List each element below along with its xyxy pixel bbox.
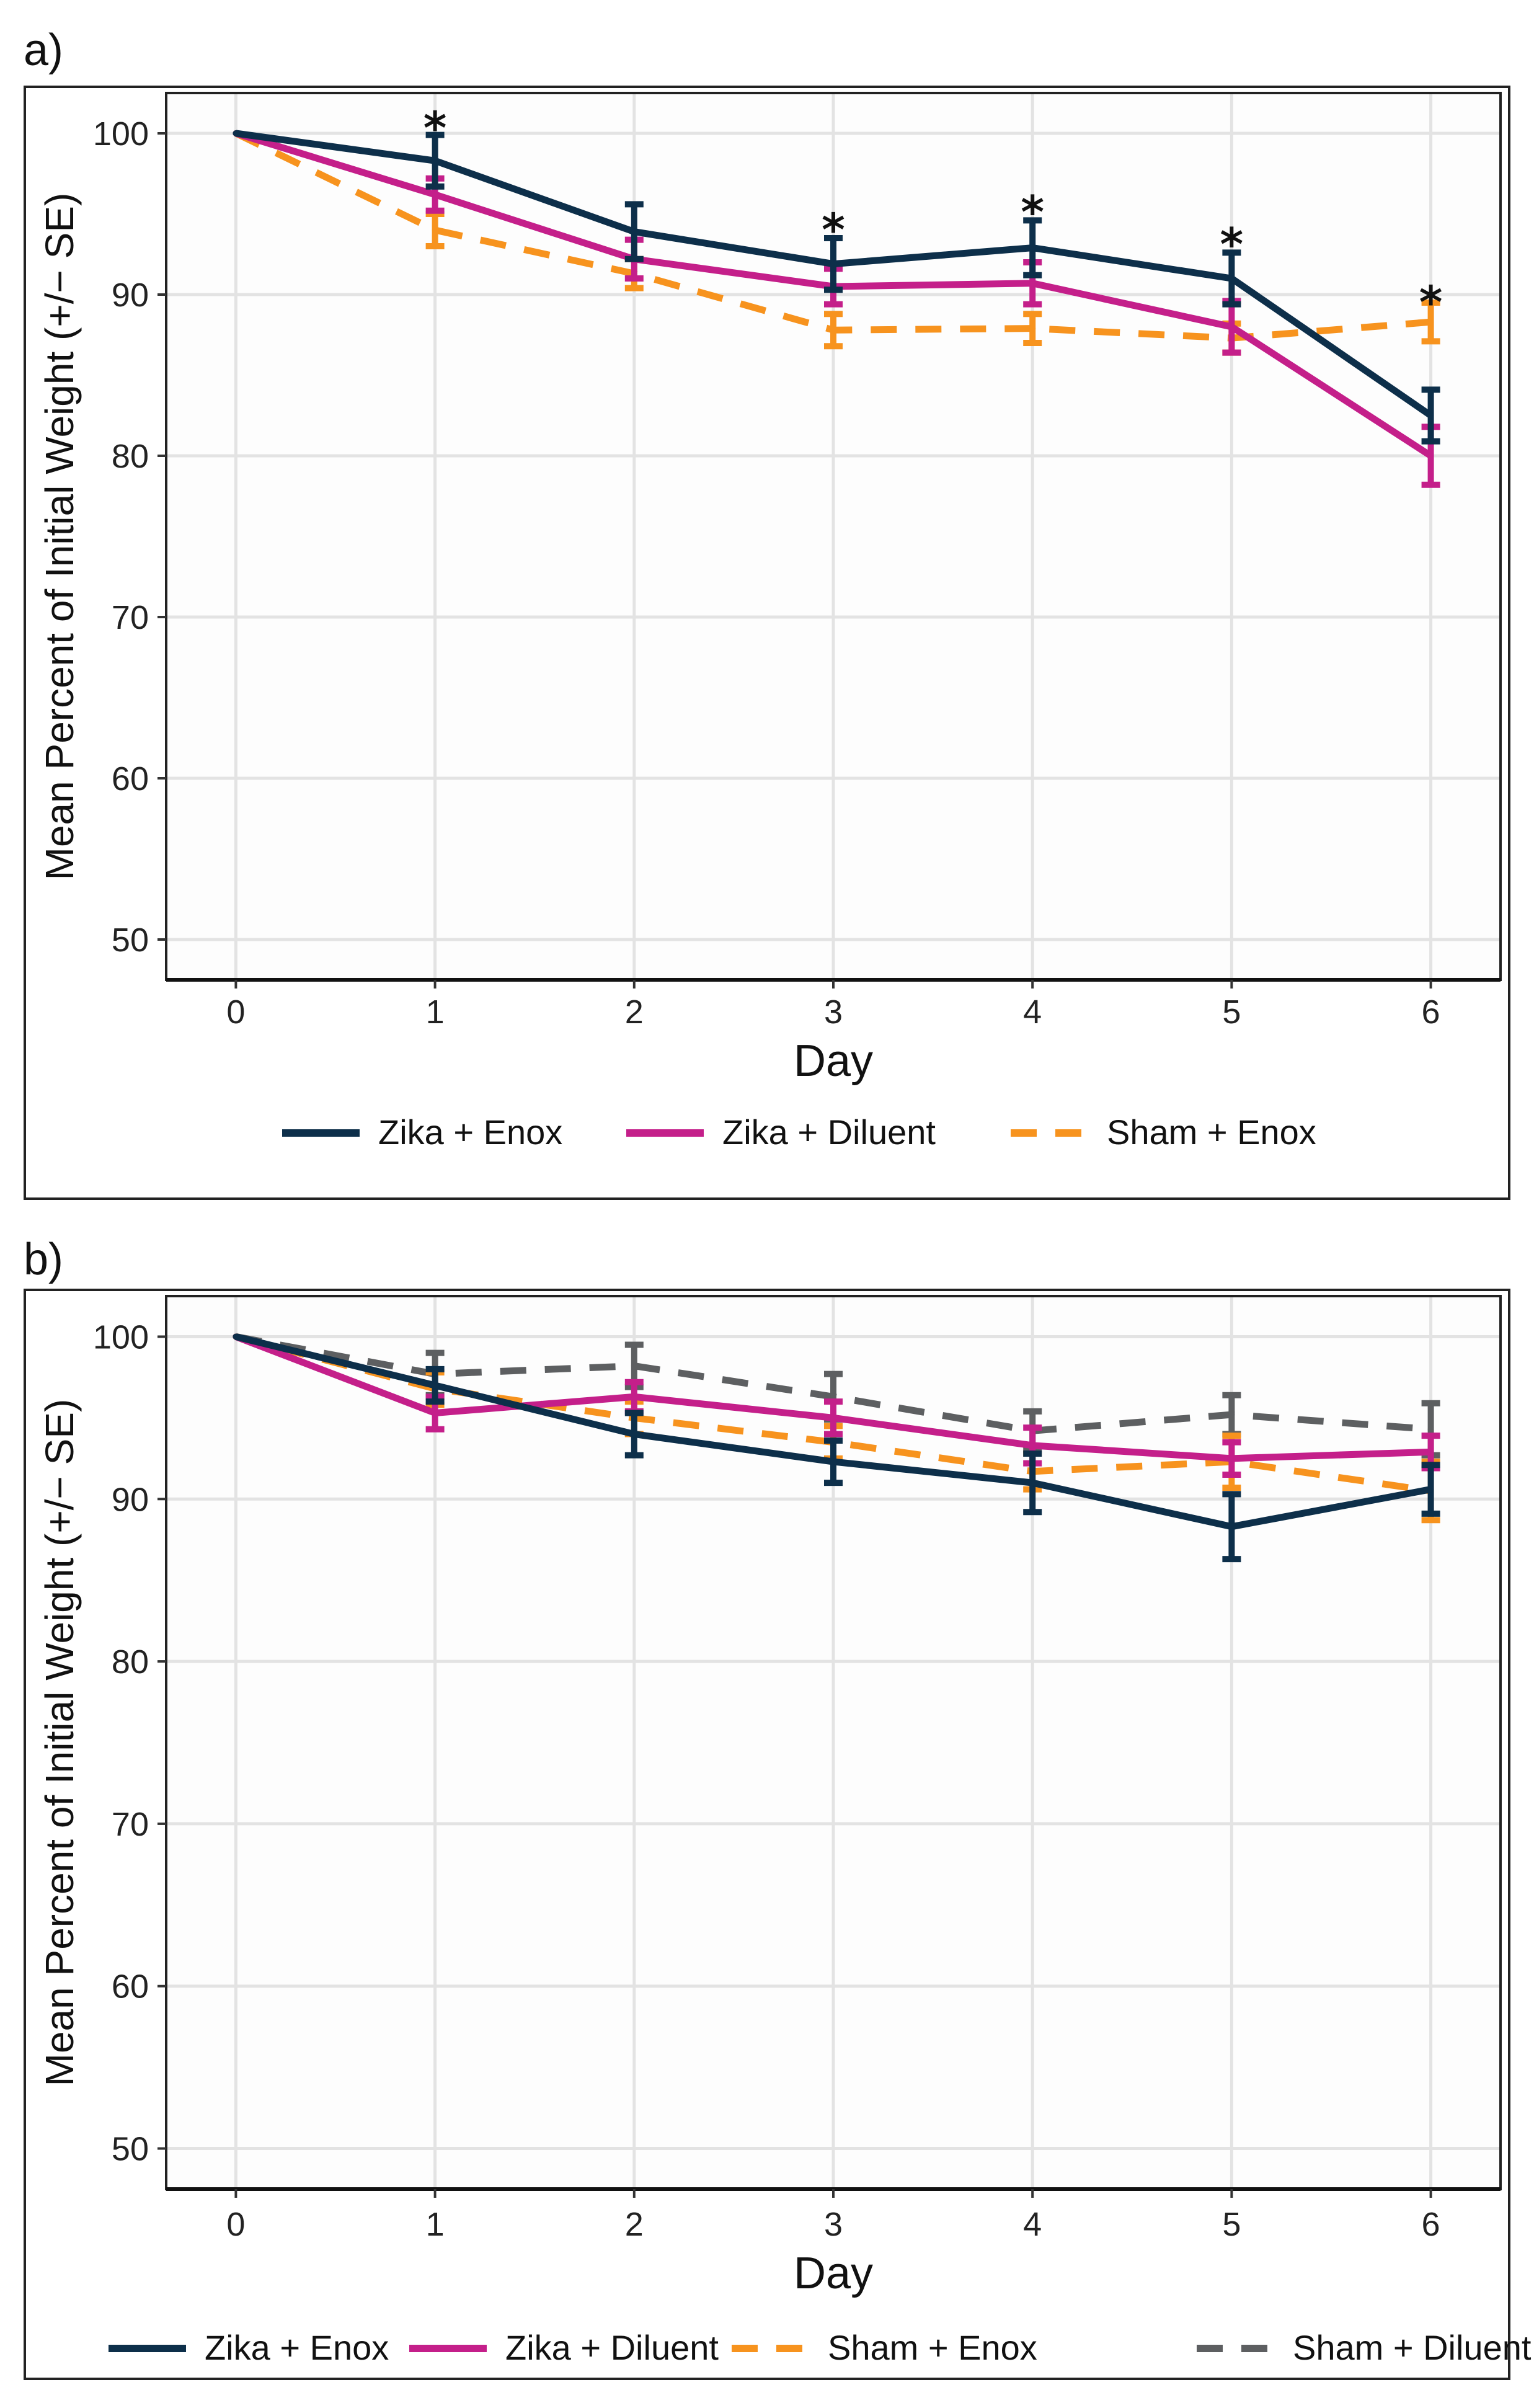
x-tick-label: 1 <box>426 993 445 1031</box>
data-point <box>631 1362 637 1369</box>
x-tick-label: 0 <box>226 2206 245 2243</box>
data-point <box>1029 1442 1036 1449</box>
chart-panel-a: 50 60 70 80 90 100 0 1 2 3 4 5 6 Day Mean Percent of I… <box>37 92 1502 1152</box>
legend-label: Sham + Enox <box>1107 1113 1316 1152</box>
data-point <box>1427 412 1434 419</box>
data-point <box>631 1431 637 1437</box>
data-point <box>1427 319 1434 326</box>
x-tick-label: 3 <box>824 2206 843 2243</box>
x-tick-label: 1 <box>426 2206 445 2243</box>
data-point <box>432 191 438 198</box>
significance-star: * <box>822 203 845 255</box>
data-point <box>432 158 438 164</box>
data-point <box>1427 453 1434 459</box>
significance-star: * <box>1220 218 1244 270</box>
y-tick-label: 100 <box>93 115 149 153</box>
legend-label: Sham + Diluent <box>1293 2328 1532 2367</box>
legend: Zika + Enox Zika + Diluent Sham + Enox <box>282 1113 1316 1152</box>
data-point <box>432 227 438 233</box>
x-tick-label: 2 <box>625 2206 644 2243</box>
x-tick-label: 5 <box>1222 993 1241 1031</box>
y-tick-label: 70 <box>112 1806 149 1843</box>
x-tick-label: 3 <box>824 993 843 1031</box>
y-tick-label: 90 <box>112 1481 149 1518</box>
x-axis-title: Day <box>794 2249 873 2298</box>
data-point <box>830 327 836 334</box>
panel-label-a: a) <box>24 25 64 75</box>
x-tick-label: 6 <box>1422 993 1440 1031</box>
data-point <box>1228 1411 1235 1418</box>
data-point <box>1029 244 1036 251</box>
x-tick-label: 6 <box>1422 2206 1440 2243</box>
data-point <box>233 130 239 136</box>
data-point <box>432 1382 438 1388</box>
legend-label: Zika + Diluent <box>505 2328 719 2367</box>
data-point <box>1427 1426 1434 1433</box>
data-point <box>1228 1523 1235 1530</box>
y-tick-label: 100 <box>93 1318 149 1356</box>
data-point <box>1029 280 1036 287</box>
data-point <box>1228 324 1235 330</box>
y-tick-label: 90 <box>112 277 149 314</box>
significance-star: * <box>1419 276 1443 328</box>
y-axis-title: Mean Percent of Initial Weight (+/− SE) <box>37 1399 82 2087</box>
legend: Zika + Enox Zika + Diluent Sham + Enox Sham… <box>109 2328 1532 2367</box>
series-zika-enox <box>233 1333 1440 1563</box>
y-tick-label: 60 <box>112 760 149 797</box>
chart-panel-b: 50 60 70 80 90 100 0 1 2 3 4 5 6 Day Mean Percent of I… <box>37 1295 1532 2367</box>
y-tick-label: 60 <box>112 1968 149 2006</box>
x-tick-label: 4 <box>1023 2206 1042 2243</box>
data-point <box>631 228 637 235</box>
x-tick-label: 5 <box>1222 2206 1241 2243</box>
data-point <box>1029 325 1036 332</box>
data-point <box>432 1410 438 1416</box>
significance-star: * <box>1021 186 1044 238</box>
x-tick-label: 0 <box>226 993 245 1031</box>
legend-label: Zika + Diluent <box>722 1113 936 1152</box>
series-zika-diluent <box>233 1333 1440 1478</box>
significance-star: * <box>423 102 447 154</box>
y-tick-label: 80 <box>112 438 149 475</box>
legend-label: Zika + Enox <box>378 1113 562 1152</box>
series-zika-enox <box>233 130 1440 445</box>
y-tick-label: 80 <box>112 1643 149 1681</box>
y-tick-label: 50 <box>112 2131 149 2168</box>
data-point <box>1029 1480 1036 1486</box>
data-point <box>1427 1449 1434 1455</box>
x-tick-label: 4 <box>1023 993 1042 1031</box>
data-point <box>830 1393 836 1400</box>
data-point <box>1427 1486 1434 1493</box>
x-tick-label: 2 <box>625 993 644 1031</box>
data-point <box>1228 275 1235 282</box>
y-tick-label: 70 <box>112 599 149 636</box>
data-point <box>233 1333 239 1340</box>
x-axis-title: Day <box>794 1036 873 1086</box>
panel-label-b: b) <box>24 1235 64 1284</box>
legend-label: Sham + Enox <box>828 2328 1037 2367</box>
y-tick-label: 50 <box>112 922 149 959</box>
data-point <box>830 260 836 267</box>
data-point <box>631 1393 637 1400</box>
data-point <box>1228 1455 1235 1462</box>
data-point <box>830 1459 836 1465</box>
data-point <box>830 1415 836 1421</box>
y-axis-title: Mean Percent of Initial Weight (+/− SE) <box>37 193 82 881</box>
legend-label: Zika + Enox <box>205 2328 389 2367</box>
